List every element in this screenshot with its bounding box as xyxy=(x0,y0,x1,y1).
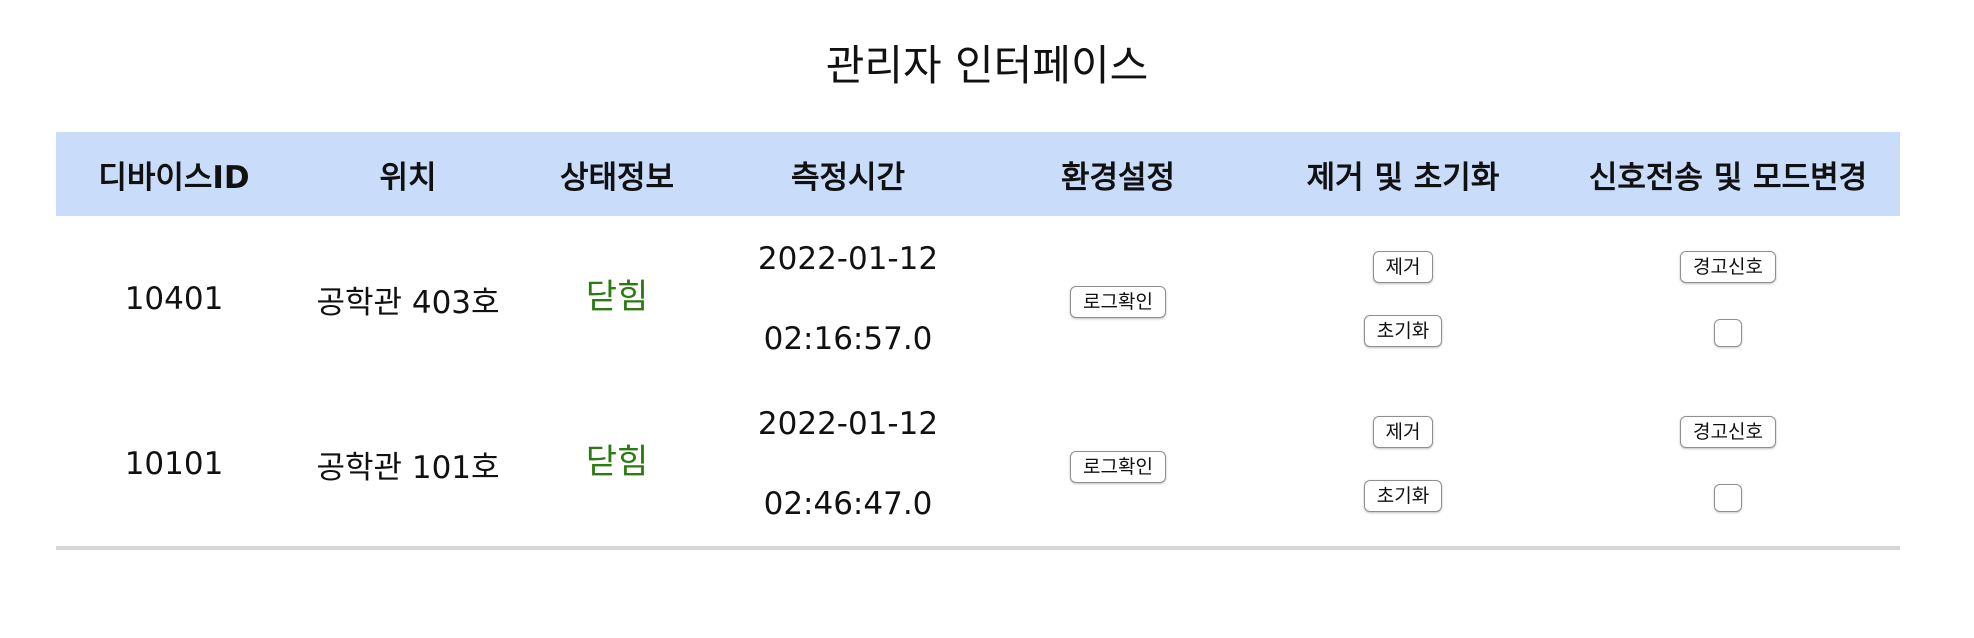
table-bottom-divider xyxy=(56,546,1900,552)
remove-button[interactable]: 제거 xyxy=(1372,251,1434,283)
table-footer xyxy=(56,546,1900,552)
signal-mode-cell: 경고신호 xyxy=(1556,382,1900,548)
log-check-button[interactable]: 로그확인 xyxy=(1070,451,1166,483)
measured-time-cell: 2022-01-12 02:16:57.0 xyxy=(710,216,986,382)
remove-reset-cell: 제거 초기화 xyxy=(1250,216,1556,382)
measured-time: 02:16:57.0 xyxy=(763,321,933,357)
measured-time: 02:46:47.0 xyxy=(763,486,933,522)
device-table: 디바이스ID 위치 상태정보 측정시간 환경설정 제거 및 초기화 신호전송 및… xyxy=(56,132,1900,552)
device-id-cell: 10401 xyxy=(124,281,224,317)
header-measured-time: 측정시간 xyxy=(790,159,906,196)
table-divider-row xyxy=(56,546,1900,552)
reset-button[interactable]: 초기화 xyxy=(1363,315,1443,347)
header-remove-reset: 제거 및 초기화 xyxy=(1306,159,1500,196)
location-cell: 공학관 403호 xyxy=(316,284,500,321)
settings-cell: 로그확인 xyxy=(986,216,1250,382)
header-location: 위치 xyxy=(379,159,437,196)
status-badge: 닫힘 xyxy=(585,277,649,317)
location-cell: 공학관 101호 xyxy=(316,449,500,486)
signal-mode-actions: 경고신호 xyxy=(1556,416,1900,512)
remove-button[interactable]: 제거 xyxy=(1372,416,1434,448)
signal-mode-cell: 경고신호 xyxy=(1556,216,1900,382)
measured-date: 2022-01-12 xyxy=(757,406,939,442)
status-cell: 닫힘 xyxy=(524,382,710,548)
device-id-cell: 10101 xyxy=(124,446,224,482)
page-title: 관리자 인터페이스 xyxy=(825,41,1149,90)
table-row: 10101 공학관 101호 닫힘 2022-01-12 02:46:47.0 … xyxy=(56,382,1900,548)
signal-mode-actions: 경고신호 xyxy=(1556,251,1900,347)
table-row: 10401 공학관 403호 닫힘 2022-01-12 02:16:57.0 … xyxy=(56,216,1900,382)
remove-reset-cell: 제거 초기화 xyxy=(1250,382,1556,548)
measured-date: 2022-01-12 xyxy=(757,241,939,277)
warning-signal-button[interactable]: 경고신호 xyxy=(1680,416,1776,448)
status-cell: 닫힘 xyxy=(524,216,710,382)
header-status: 상태정보 xyxy=(559,159,675,196)
status-badge: 닫힘 xyxy=(585,442,649,482)
warning-signal-button[interactable]: 경고신호 xyxy=(1680,251,1776,283)
measured-time-cell: 2022-01-12 02:46:47.0 xyxy=(710,382,986,548)
table-body: 10401 공학관 403호 닫힘 2022-01-12 02:16:57.0 … xyxy=(56,216,1900,548)
table-header-row: 디바이스ID 위치 상태정보 측정시간 환경설정 제거 및 초기화 신호전송 및… xyxy=(56,132,1900,216)
remove-reset-actions: 제거 초기화 xyxy=(1250,416,1556,512)
remove-reset-actions: 제거 초기화 xyxy=(1250,251,1556,347)
mode-checkbox[interactable] xyxy=(1714,319,1742,347)
header-signal-mode: 신호전송 및 모드변경 xyxy=(1588,159,1868,196)
header-settings: 환경설정 xyxy=(1060,159,1176,196)
settings-cell: 로그확인 xyxy=(986,382,1250,548)
reset-button[interactable]: 초기화 xyxy=(1363,480,1443,512)
mode-checkbox[interactable] xyxy=(1714,484,1742,512)
header-device-id: 디바이스ID xyxy=(98,159,250,196)
table-header: 디바이스ID 위치 상태정보 측정시간 환경설정 제거 및 초기화 신호전송 및… xyxy=(56,132,1900,216)
log-check-button[interactable]: 로그확인 xyxy=(1070,286,1166,318)
